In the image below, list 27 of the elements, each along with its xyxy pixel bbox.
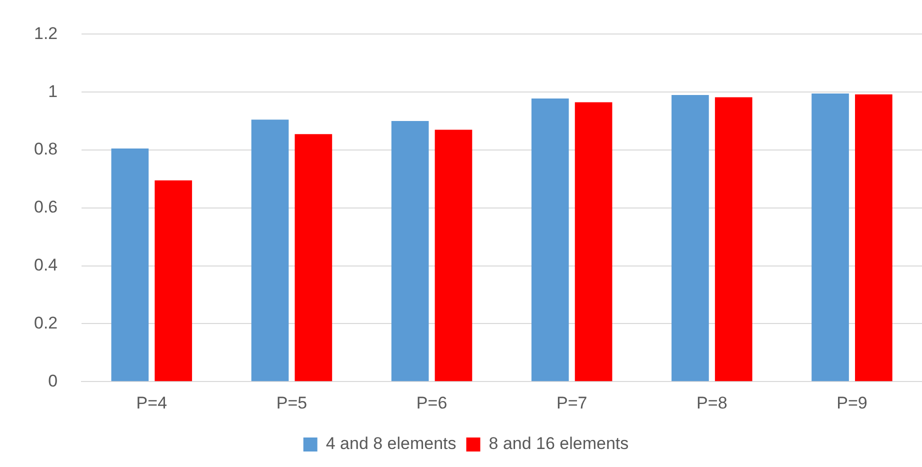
x-tick-label: P=9 — [836, 393, 868, 412]
y-tick-label: 0.4 — [34, 255, 58, 274]
x-tick-label: P=5 — [276, 393, 308, 412]
x-tick-label: P=6 — [416, 393, 448, 412]
legend-label: 4 and 8 elements — [326, 434, 456, 454]
bar — [574, 102, 612, 382]
bar — [154, 180, 192, 382]
bar — [111, 148, 149, 382]
x-tick-label: P=8 — [696, 393, 728, 412]
y-tick-label: 0.6 — [34, 198, 58, 217]
y-tick-label: 0.8 — [34, 140, 58, 159]
bar — [672, 94, 709, 382]
bar — [812, 94, 849, 382]
bar — [294, 134, 332, 382]
legend-label: 8 and 16 elements — [488, 434, 629, 454]
x-tick-label: P=7 — [556, 393, 588, 412]
bar — [251, 120, 289, 382]
y-tick-label: 0 — [48, 371, 58, 390]
bar — [391, 121, 429, 382]
bar — [434, 130, 472, 382]
bar — [855, 94, 892, 382]
y-tick-label: 1 — [48, 82, 58, 101]
y-tick-label: 1.2 — [34, 24, 58, 43]
x-tick-label: P=4 — [136, 393, 168, 412]
bar — [714, 97, 752, 382]
y-tick-label: 0.2 — [34, 313, 58, 332]
bar — [531, 98, 569, 382]
